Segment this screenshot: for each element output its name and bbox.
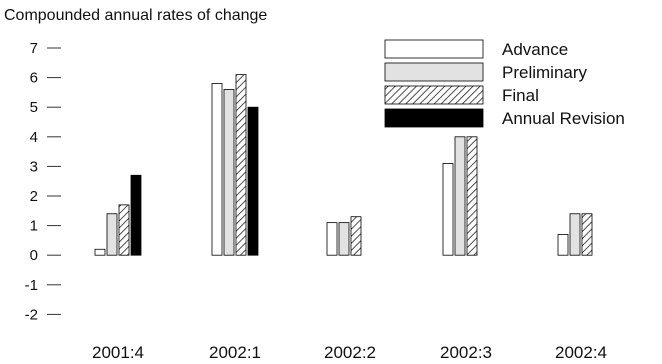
y-tick-label: 1 bbox=[30, 218, 38, 235]
y-tick-label: 7 bbox=[30, 40, 38, 57]
bar-white bbox=[94, 248, 106, 256]
bar-hatched bbox=[235, 74, 247, 256]
bar-lightgray bbox=[223, 89, 235, 256]
bar-hatched bbox=[466, 136, 478, 256]
legend: Advance Preliminary Final Annual Revision bbox=[384, 39, 625, 128]
legend-swatch-lightgray bbox=[384, 62, 484, 82]
y-tick-label: 4 bbox=[30, 129, 38, 146]
y-tick-label: 6 bbox=[30, 70, 38, 87]
legend-label: Preliminary bbox=[502, 63, 588, 82]
y-tick-label: 5 bbox=[30, 99, 38, 116]
bars bbox=[94, 74, 593, 256]
bar-lightgray bbox=[106, 213, 118, 256]
x-tick-label: 2002:4 bbox=[555, 343, 607, 362]
y-tick-label: 0 bbox=[30, 247, 38, 264]
bar-white bbox=[326, 222, 338, 256]
bar-white bbox=[211, 83, 223, 256]
x-tick-label: 2002:3 bbox=[440, 343, 492, 362]
x-axis-labels: 2001:4 2002:1 2002:2 2002:3 2002:4 bbox=[92, 343, 607, 362]
bar-lightgray bbox=[338, 222, 350, 256]
legend-swatch-hatched bbox=[384, 85, 484, 105]
y-axis-title: Compounded annual rates of change bbox=[4, 7, 267, 24]
bar-white bbox=[557, 234, 569, 256]
x-tick-label: 2001:4 bbox=[92, 343, 144, 362]
bar-black bbox=[130, 174, 142, 256]
legend-swatch-black bbox=[384, 108, 484, 128]
bar-hatched bbox=[350, 216, 362, 256]
y-tick-label: -2 bbox=[25, 306, 38, 323]
legend-label: Advance bbox=[502, 40, 568, 59]
x-tick-label: 2002:1 bbox=[209, 343, 261, 362]
x-tick-label: 2002:2 bbox=[324, 343, 376, 362]
y-tick-label: 2 bbox=[30, 188, 38, 205]
bar-lightgray bbox=[569, 213, 581, 256]
bar-white bbox=[442, 163, 454, 256]
bar-hatched bbox=[118, 204, 130, 256]
y-tick-label: 3 bbox=[30, 158, 38, 175]
legend-label: Annual Revision bbox=[502, 109, 625, 128]
legend-label: Final bbox=[502, 86, 539, 105]
bar-black bbox=[247, 106, 259, 256]
y-tick-label: -1 bbox=[25, 277, 38, 294]
bar-lightgray bbox=[454, 136, 466, 256]
legend-swatch-white bbox=[384, 39, 484, 59]
y-axis: 7 6 5 4 3 2 1 0 -1 -2 bbox=[25, 40, 61, 323]
bar-hatched bbox=[581, 213, 593, 256]
